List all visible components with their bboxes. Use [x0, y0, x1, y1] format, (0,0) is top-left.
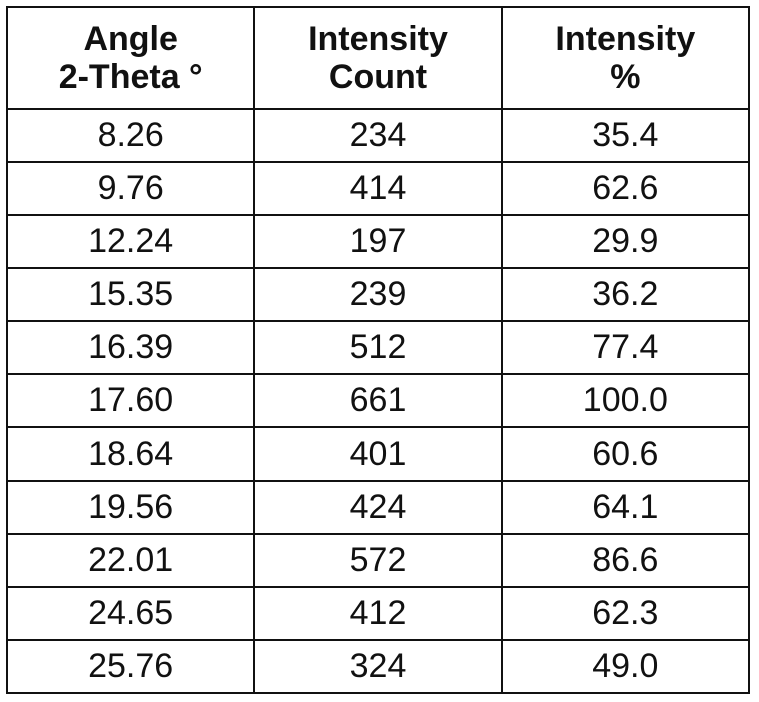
header-line: Count [329, 58, 427, 96]
table-row: 8.2623435.4 [7, 109, 749, 162]
table-row: 17.60661100.0 [7, 374, 749, 427]
angle-cell: 8.26 [7, 109, 254, 162]
table-row: 16.3951277.4 [7, 321, 749, 374]
count-cell: 661 [254, 374, 501, 427]
percent-cell: 49.0 [502, 640, 749, 693]
header-line: Intensity [555, 20, 695, 58]
table-row: 24.6541262.3 [7, 587, 749, 640]
percent-cell: 86.6 [502, 534, 749, 587]
percent-cell: 36.2 [502, 268, 749, 321]
table-row: 9.7641462.6 [7, 162, 749, 215]
count-cell: 234 [254, 109, 501, 162]
angle-cell: 19.56 [7, 481, 254, 534]
angle-cell: 15.35 [7, 268, 254, 321]
percent-cell: 29.9 [502, 215, 749, 268]
angle-cell: 9.76 [7, 162, 254, 215]
count-cell: 239 [254, 268, 501, 321]
table-row: 18.6440160.6 [7, 427, 749, 480]
table-row: 25.7632449.0 [7, 640, 749, 693]
count-cell: 324 [254, 640, 501, 693]
percent-cell: 62.3 [502, 587, 749, 640]
header-intensity-percent: Intensity% [502, 7, 749, 109]
count-cell: 401 [254, 427, 501, 480]
angle-cell: 17.60 [7, 374, 254, 427]
header-row: Angle2-Theta ° IntensityCount Intensity% [7, 7, 749, 109]
count-cell: 197 [254, 215, 501, 268]
header-line: Angle [83, 20, 177, 58]
table-row: 15.3523936.2 [7, 268, 749, 321]
percent-cell: 62.6 [502, 162, 749, 215]
count-cell: 572 [254, 534, 501, 587]
count-cell: 414 [254, 162, 501, 215]
angle-cell: 24.65 [7, 587, 254, 640]
angle-cell: 18.64 [7, 427, 254, 480]
table-row: 22.0157286.6 [7, 534, 749, 587]
percent-cell: 64.1 [502, 481, 749, 534]
angle-cell: 12.24 [7, 215, 254, 268]
percent-cell: 60.6 [502, 427, 749, 480]
count-cell: 424 [254, 481, 501, 534]
percent-cell: 77.4 [502, 321, 749, 374]
xrd-peak-table: Angle2-Theta ° IntensityCount Intensity%… [6, 6, 750, 694]
header-line: 2-Theta ° [59, 58, 203, 96]
angle-cell: 25.76 [7, 640, 254, 693]
header-line: % [610, 58, 640, 96]
percent-cell: 100.0 [502, 374, 749, 427]
percent-cell: 35.4 [502, 109, 749, 162]
header-line: Intensity [308, 20, 448, 58]
header-intensity-count: IntensityCount [254, 7, 501, 109]
table-row: 19.5642464.1 [7, 481, 749, 534]
angle-cell: 16.39 [7, 321, 254, 374]
table-row: 12.2419729.9 [7, 215, 749, 268]
angle-cell: 22.01 [7, 534, 254, 587]
header-angle: Angle2-Theta ° [7, 7, 254, 109]
count-cell: 512 [254, 321, 501, 374]
count-cell: 412 [254, 587, 501, 640]
